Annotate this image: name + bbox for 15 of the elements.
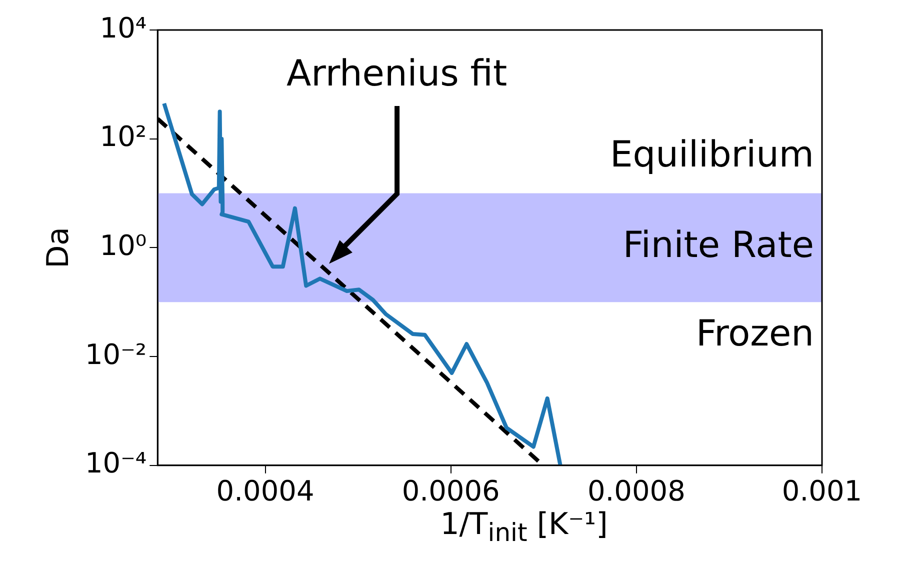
annotation: Equilibrium <box>610 134 814 176</box>
annotation: Arrhenius fit <box>286 53 508 94</box>
x-tick-label: 0.0004 <box>216 474 314 508</box>
y-tick-label: 10⁰ <box>100 228 147 262</box>
x-axis-title: 1/T$_{init}$ [K⁻¹] <box>439 507 609 547</box>
x-tick-label: 0.0008 <box>587 474 686 508</box>
x-tick-label: 0.001 <box>782 474 862 508</box>
annotation: Frozen <box>696 313 814 354</box>
band-label: Finite Rate <box>622 225 814 266</box>
x-tick-label: 0.0006 <box>402 474 500 508</box>
y-tick-label: 10⁻⁴ <box>84 446 147 480</box>
y-axis-title: Da <box>40 226 76 268</box>
y-tick-label: 10² <box>100 120 147 154</box>
y-tick-label: 10⁴ <box>100 11 147 44</box>
y-tick-label: 10⁻² <box>84 338 147 371</box>
